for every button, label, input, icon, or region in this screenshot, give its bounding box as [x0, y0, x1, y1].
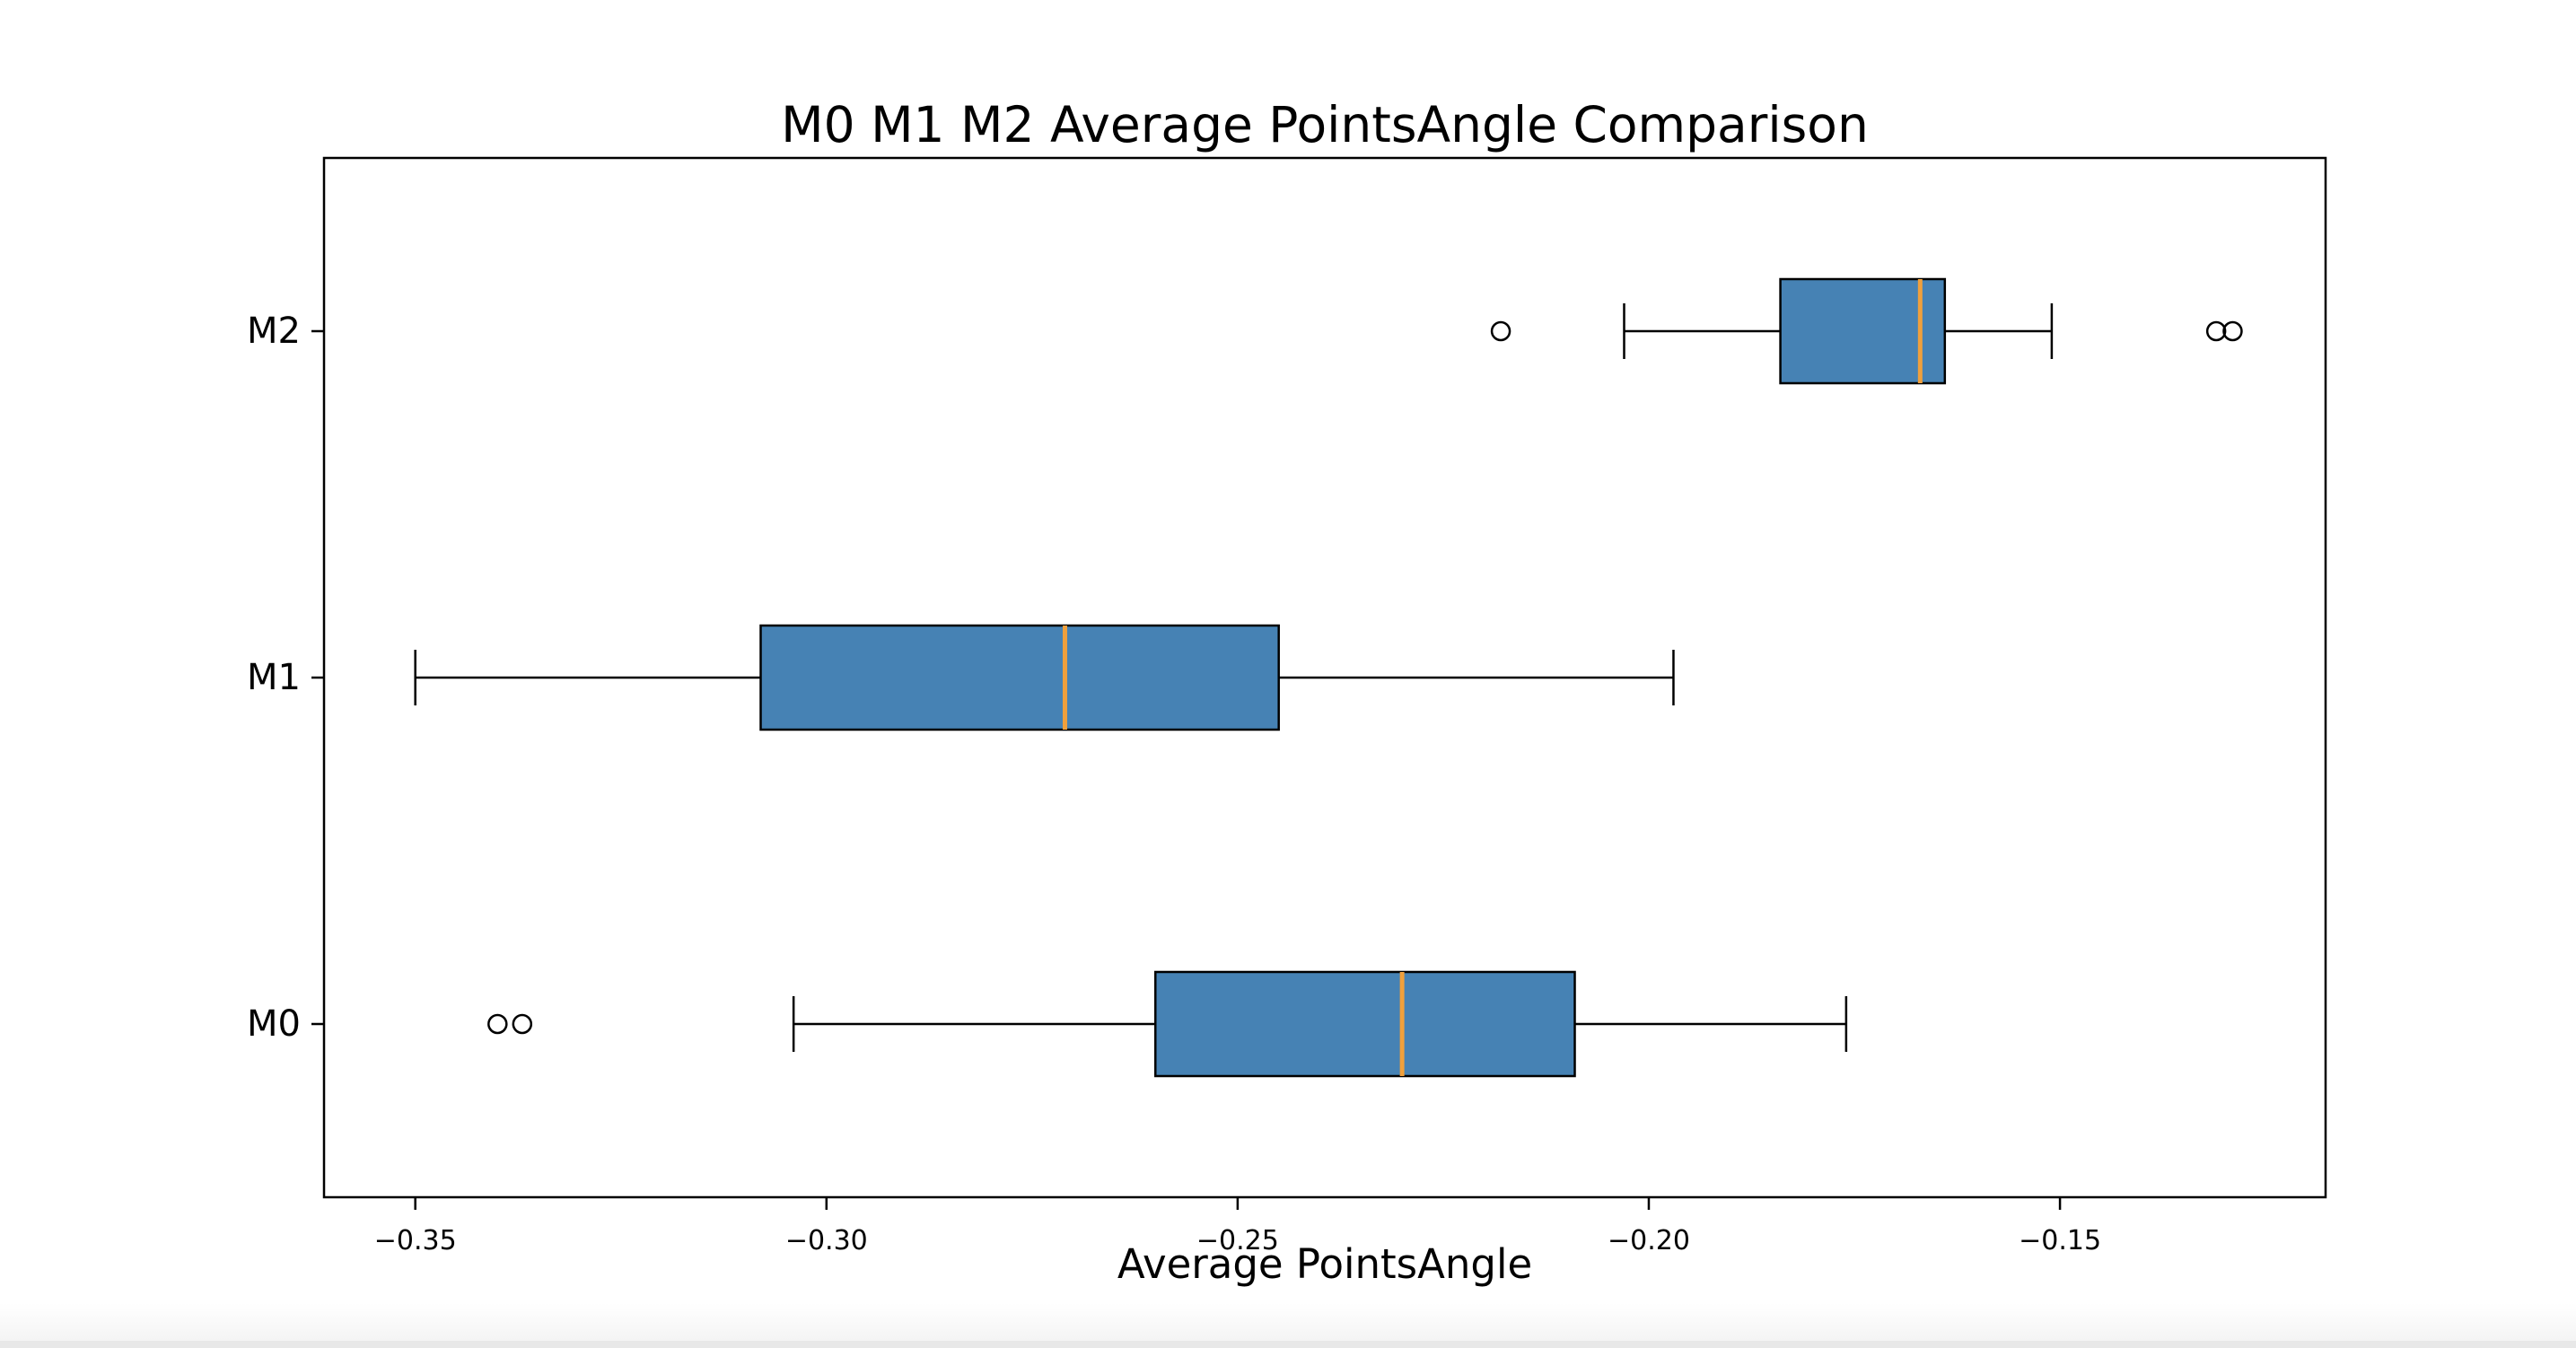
y-tick-label-M0: M0 — [247, 1003, 301, 1045]
outlier-point-M0 — [512, 1013, 533, 1035]
y-tick-label-M1: M1 — [247, 657, 301, 698]
chart-title: M0 M1 M2 Average PointsAngle Comparison — [781, 96, 1869, 153]
outlier-point-M2 — [2222, 320, 2243, 342]
outlier-point-M2 — [2205, 320, 2227, 342]
y-tick-label-M2: M2 — [247, 311, 301, 352]
bottom-scroll-strip — [0, 1341, 2576, 1348]
axes-frame — [322, 156, 2327, 1199]
x-axis-label: Average PointsAngle — [1117, 1240, 1533, 1288]
box-M1 — [759, 624, 1280, 731]
x-tick-label: −0.25 — [1196, 1225, 1279, 1256]
x-tick-label: −0.30 — [785, 1225, 868, 1256]
x-tick-label: −0.15 — [2019, 1225, 2101, 1256]
footer-fade — [0, 1303, 2576, 1341]
x-tick-label: −0.20 — [1608, 1225, 1690, 1256]
box-M0 — [1154, 970, 1576, 1078]
outlier-point-M2 — [1490, 320, 1511, 342]
outlier-point-M0 — [487, 1013, 508, 1035]
box-M2 — [1779, 277, 1947, 385]
x-tick-label: −0.35 — [374, 1225, 457, 1256]
